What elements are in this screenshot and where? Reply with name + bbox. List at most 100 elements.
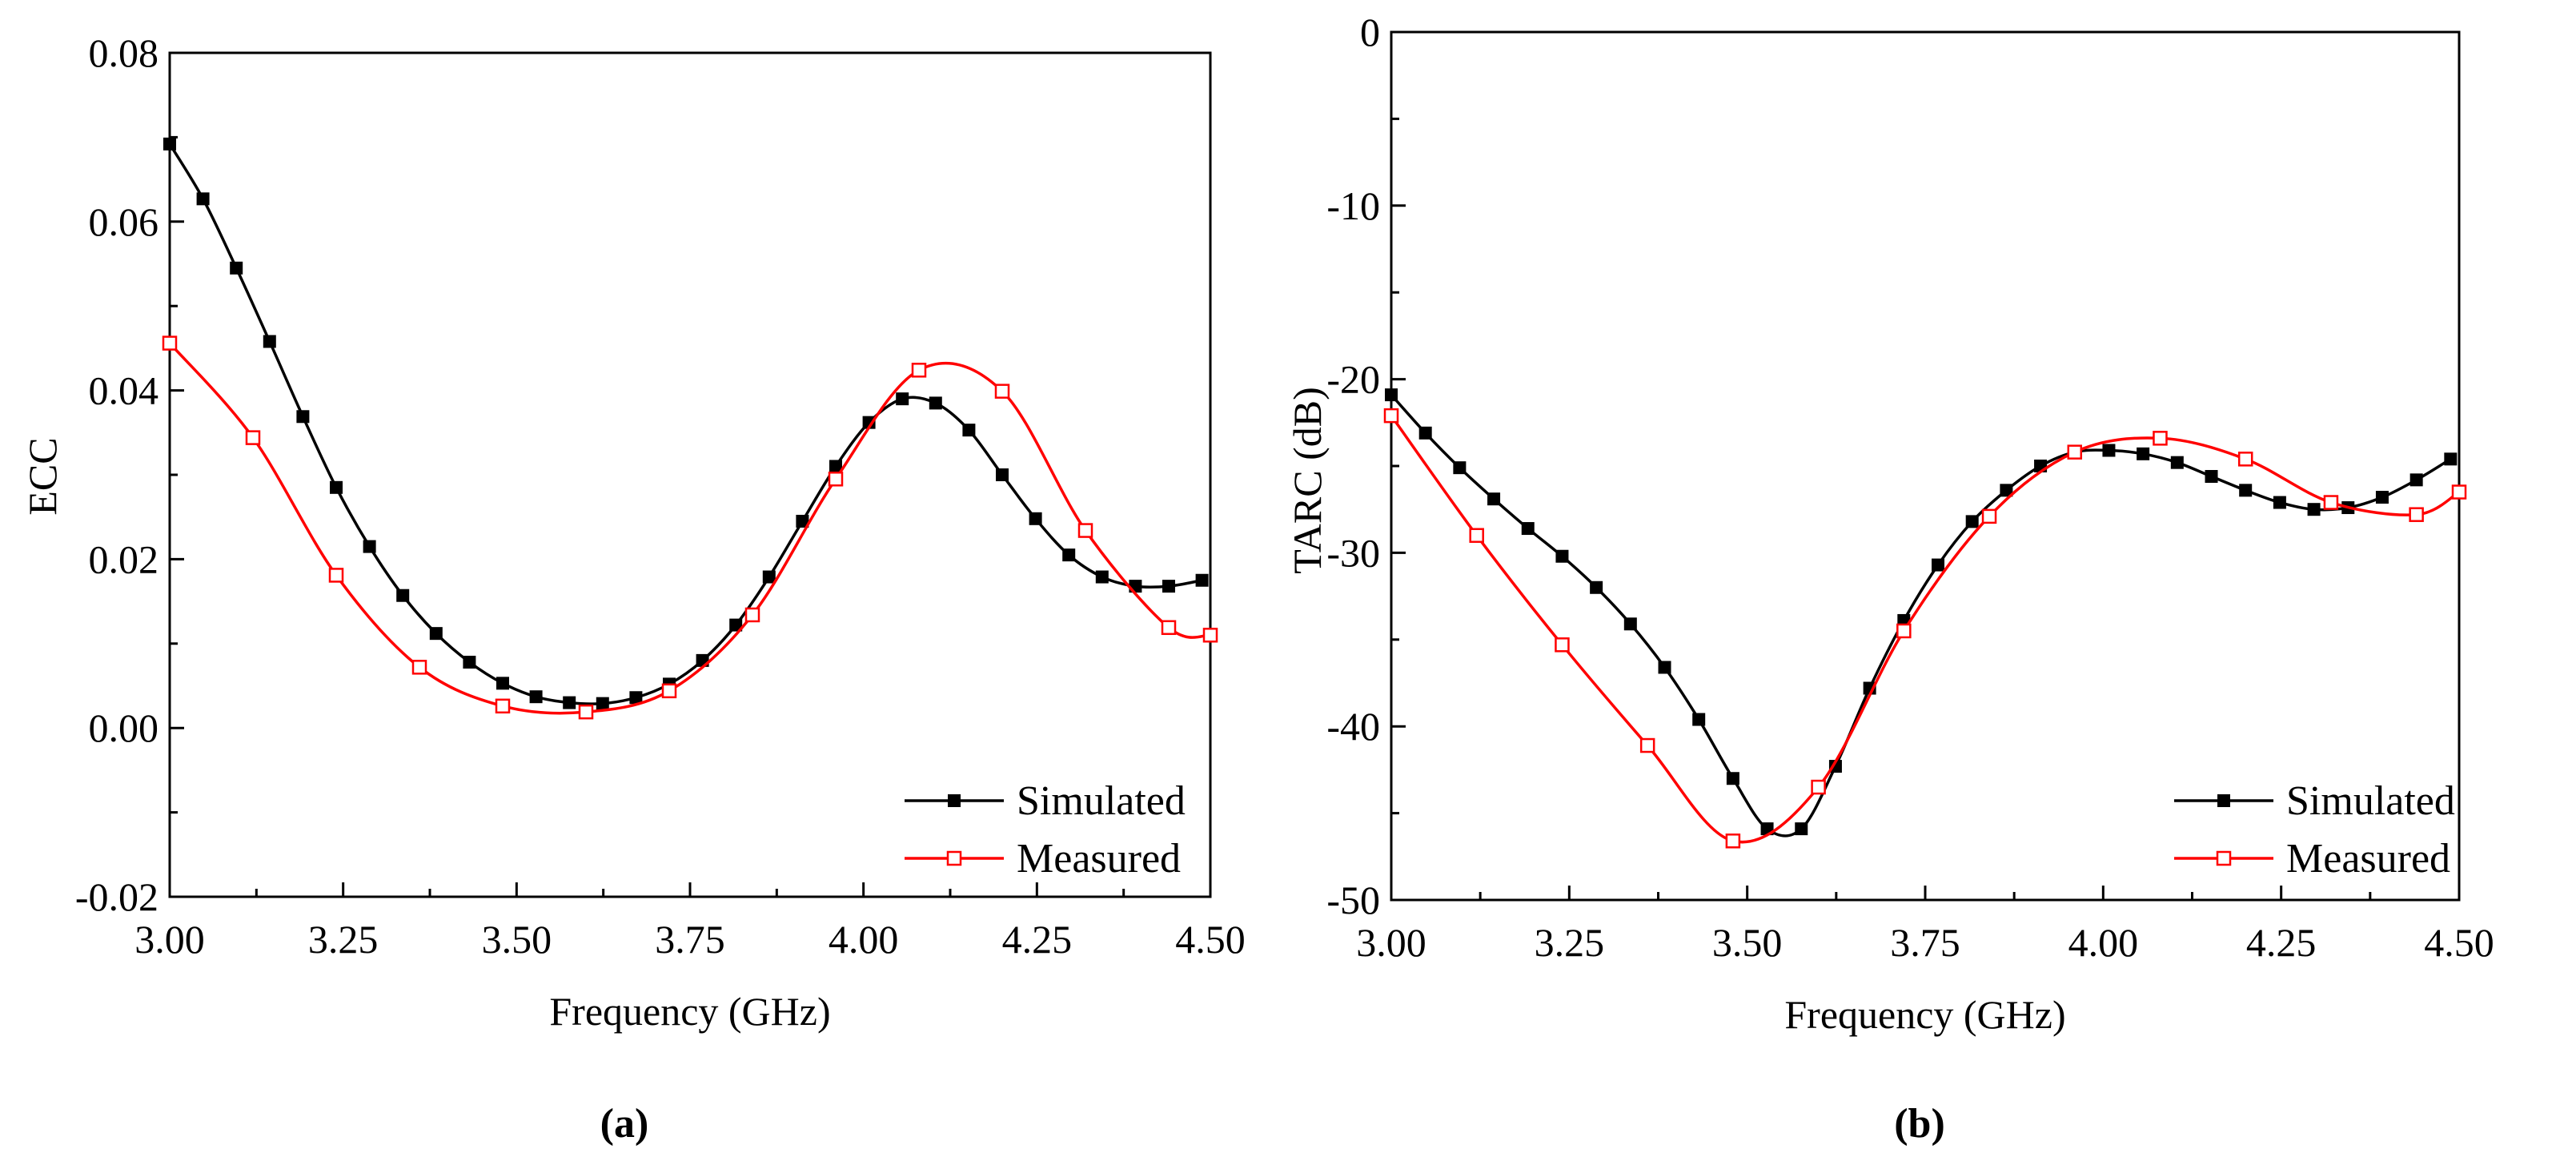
data-point: [2444, 452, 2458, 466]
data-point: [1161, 620, 1177, 636]
y-tick-label: -30: [1326, 530, 1380, 575]
data-point: [1195, 573, 1209, 587]
legend-label: Measured: [1017, 836, 1181, 882]
data-point: [1521, 522, 1535, 536]
data-point: [1062, 548, 1076, 562]
data-point: [1725, 834, 1741, 849]
x-tick-label: 3.75: [655, 917, 725, 962]
y-tick-label: 0.08: [89, 30, 159, 75]
x-tick-label: 4.00: [2068, 920, 2139, 965]
data-point: [162, 335, 178, 351]
data-point: [762, 570, 776, 584]
data-point: [495, 698, 511, 714]
data-point: [1692, 713, 1706, 726]
data-point: [2153, 431, 2168, 446]
data-point: [330, 480, 343, 494]
data-point: [1981, 508, 1997, 524]
x-axis-label: Frequency (GHz): [1784, 992, 2065, 1037]
data-point: [1811, 779, 1826, 795]
data-point: [578, 704, 594, 720]
data-point: [911, 363, 927, 378]
data-point: [2239, 484, 2253, 497]
data-point: [744, 607, 760, 623]
x-tick-label: 3.75: [1890, 920, 1960, 965]
legend-marker: [948, 794, 961, 807]
data-point: [496, 677, 509, 690]
data-point: [1639, 737, 1655, 753]
y-tick-label: -0.02: [75, 874, 158, 919]
plot-frame: [1390, 30, 2461, 902]
x-tick-label: 3.50: [482, 917, 552, 962]
y-axis-label: ECC: [20, 437, 65, 515]
data-point: [596, 697, 609, 710]
data-point: [1623, 617, 1637, 631]
x-tick-label: 4.25: [2246, 920, 2317, 965]
legend-marker: [2216, 850, 2232, 866]
x-tick-label: 3.00: [134, 917, 205, 962]
y-tick-label: -50: [1326, 878, 1380, 922]
data-point: [996, 468, 1009, 481]
data-point: [1555, 637, 1570, 653]
tarc-chart: 3.00 3.25 3.50 3.75 4.00 4.25 4.50 -50 -40 -30 -20…: [1285, 10, 2494, 1037]
data-point: [163, 137, 176, 151]
y-tick-label: -40: [1326, 704, 1380, 749]
y-tick-label: 0.02: [89, 536, 159, 581]
data-point: [563, 696, 576, 709]
data-point: [2205, 470, 2218, 484]
data-point: [2137, 447, 2150, 460]
data-point: [994, 384, 1010, 399]
data-point: [2307, 503, 2321, 516]
data-point: [1726, 772, 1739, 785]
data-point: [396, 589, 410, 602]
series-line: [1390, 393, 2452, 838]
y-axis-label: TARC (dB): [1285, 387, 1330, 574]
ecc-chart: 3.00 3.25 3.50 3.75 4.00 4.25 4.50 -0.02 0.00 0.0…: [20, 30, 1246, 1034]
data-point: [862, 416, 876, 429]
data-point: [2067, 444, 2083, 460]
data-point: [1418, 426, 1432, 440]
data-point: [2237, 452, 2253, 467]
data-point: [1555, 549, 1569, 563]
data-point: [929, 396, 942, 410]
series-simulated: [163, 137, 1209, 710]
data-point: [196, 192, 210, 206]
data-point: [2409, 507, 2424, 522]
series-line: [168, 342, 1211, 715]
data-point: [245, 430, 261, 445]
data-point: [629, 691, 643, 705]
data-point: [2273, 496, 2286, 509]
data-point: [2323, 495, 2339, 510]
x-tick-label: 3.50: [1712, 920, 1783, 965]
y-tick-label: 0.00: [89, 705, 159, 750]
data-point: [1795, 822, 1808, 836]
data-point: [1385, 388, 1398, 402]
legend-label: Simulated: [1017, 778, 1186, 824]
data-point: [1590, 580, 1603, 594]
data-point: [529, 690, 543, 704]
data-point: [1658, 661, 1671, 674]
x-tick-label: 4.50: [2424, 920, 2494, 965]
data-point: [2451, 484, 2467, 500]
data-point: [296, 410, 310, 424]
data-point: [1202, 628, 1218, 643]
x-tick-label: 3.00: [1356, 920, 1426, 965]
data-point: [1469, 528, 1484, 543]
data-point: [263, 335, 276, 348]
series-line: [168, 143, 1202, 705]
series-simulated: [1385, 388, 2458, 838]
data-point: [463, 655, 476, 669]
data-point: [328, 568, 344, 583]
data-point: [363, 540, 376, 553]
x-axis-label: Frequency (GHz): [549, 989, 830, 1034]
data-point: [2409, 473, 2423, 487]
legend-marker: [946, 850, 962, 866]
data-point: [411, 660, 427, 675]
x-tick-label: 4.00: [829, 917, 899, 962]
legend-marker: [2217, 794, 2230, 807]
y-tick-label: -20: [1326, 357, 1380, 402]
y-tick-label: 0: [1360, 10, 1380, 54]
caption-a: (a): [600, 1101, 649, 1147]
x-tick-label: 3.25: [1535, 920, 1605, 965]
data-point: [1162, 580, 1175, 593]
